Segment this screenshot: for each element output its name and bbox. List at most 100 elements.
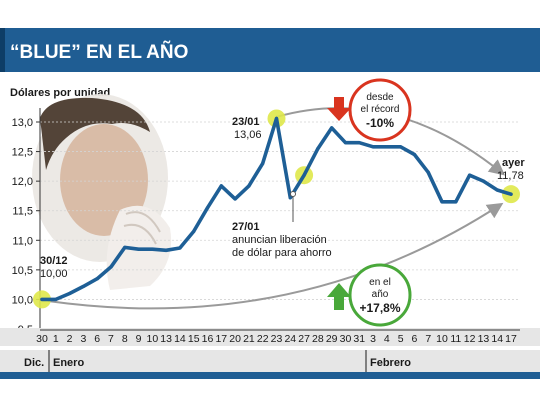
data-point	[509, 192, 513, 196]
year-arc	[47, 202, 504, 310]
x-tick-label: 30	[340, 333, 352, 345]
event-leader-dot	[290, 191, 296, 197]
x-tick-label: 9	[136, 333, 142, 345]
month-label-febrero: Febrero	[370, 357, 411, 369]
end-value-label: 11,78	[497, 170, 524, 182]
x-tick-label: 14	[174, 333, 186, 345]
data-point	[54, 297, 58, 302]
data-point	[136, 247, 141, 251]
data-point	[426, 170, 430, 174]
record-badge: desde el récord -10%	[348, 78, 412, 142]
y-tick-label: 10,0	[12, 294, 33, 306]
title-banner	[0, 28, 540, 72]
data-point	[454, 200, 458, 204]
year-badge: en el año +17,8%	[348, 263, 412, 327]
x-tick-label: 10	[436, 333, 448, 345]
data-point	[178, 246, 182, 250]
y-tick-label: 13,0	[12, 117, 33, 129]
x-tick-label: 6	[412, 333, 418, 345]
data-point	[233, 197, 237, 201]
data-point	[385, 145, 389, 149]
data-point	[164, 248, 168, 252]
x-tick-label: 3	[370, 333, 376, 345]
data-point	[288, 196, 292, 200]
data-point	[357, 141, 361, 145]
year-badge-line1: en el	[369, 277, 391, 288]
data-point	[481, 179, 486, 183]
data-point	[440, 200, 444, 204]
x-axis-band	[0, 328, 540, 346]
y-tick-label: 12,5	[12, 147, 33, 159]
data-point	[302, 173, 306, 177]
x-tick-label: 28	[312, 333, 324, 345]
data-point	[40, 297, 44, 302]
y-axis-label: Dólares por unidad	[10, 87, 110, 99]
data-point	[468, 173, 472, 177]
record-badge-line2: el récord	[361, 104, 400, 115]
x-tick-label: 1	[53, 333, 59, 345]
down-arrow-icon	[327, 97, 351, 121]
data-point	[192, 229, 196, 234]
start-date-label: 30/12	[40, 255, 68, 267]
chart-title: “BLUE” EN EL AÑO	[10, 41, 188, 63]
month-label-dic: Dic.	[24, 357, 44, 369]
data-point	[219, 184, 223, 188]
data-points	[40, 116, 513, 302]
x-tick-label: 14	[491, 333, 503, 345]
x-tick-label: 30	[36, 333, 48, 345]
x-tick-label: 17	[505, 333, 517, 345]
peak-value-label: 13,06	[234, 129, 262, 141]
bottom-strip	[0, 372, 540, 379]
data-point	[412, 152, 417, 157]
x-tick-label: 13	[160, 333, 172, 345]
data-point	[95, 277, 99, 281]
data-point	[330, 126, 334, 130]
month-label-enero: Enero	[53, 357, 84, 369]
data-point	[81, 284, 85, 289]
data-point	[123, 245, 127, 249]
x-tick-label: 11	[450, 333, 461, 345]
data-point	[261, 161, 265, 165]
x-tick-label: 8	[122, 333, 128, 345]
month-band	[0, 350, 540, 376]
y-axis: 9,510,010,511,011,512,012,513,0	[12, 108, 41, 336]
data-point	[274, 116, 279, 121]
x-tick-label: 29	[326, 333, 338, 345]
portrait-illustration	[32, 94, 172, 290]
data-point	[399, 145, 403, 149]
start-value-label: 10,00	[40, 268, 68, 280]
record-badge-line1: desde	[366, 92, 394, 103]
y-tick-label: 10,5	[12, 265, 33, 277]
x-tick-label: 23	[271, 333, 283, 345]
up-arrow-icon	[327, 283, 351, 310]
x-tick-label: 22	[257, 333, 269, 345]
x-tick-label: 7	[108, 333, 114, 345]
x-tick-label: 10	[147, 333, 159, 345]
x-tick-label: 6	[94, 333, 100, 345]
x-tick-label: 16	[202, 333, 214, 345]
data-point	[247, 184, 251, 188]
y-tick-label: 11,0	[12, 235, 33, 247]
year-badge-line2: año	[372, 289, 389, 300]
data-point	[371, 145, 375, 149]
data-point	[495, 188, 499, 192]
data-point	[109, 265, 113, 269]
x-tick-label: 27	[298, 333, 310, 345]
data-point	[150, 247, 154, 251]
x-tick-label: 20	[229, 333, 241, 345]
x-tick-label: 21	[243, 333, 255, 345]
x-tick-label: 7	[425, 333, 431, 345]
peak-date-label: 23/01	[232, 116, 260, 128]
x-tick-label: 15	[188, 333, 200, 345]
y-tick-label: 11,5	[12, 206, 33, 218]
x-axis: 30 1 2 3 6 7 8 9 10 13 14 15 16 17 20 21 22 23 24 27 28 29 30 3…	[36, 329, 520, 345]
data-point	[316, 147, 320, 151]
x-tick-label: 3	[80, 333, 86, 345]
event-line1: anuncian liberación	[232, 234, 327, 246]
x-tick-label: 17	[215, 333, 227, 345]
data-point	[205, 206, 210, 210]
event-date-label: 27/01	[232, 221, 260, 233]
year-badge-value: +17,8%	[359, 301, 400, 315]
x-tick-label: 31	[353, 333, 365, 345]
